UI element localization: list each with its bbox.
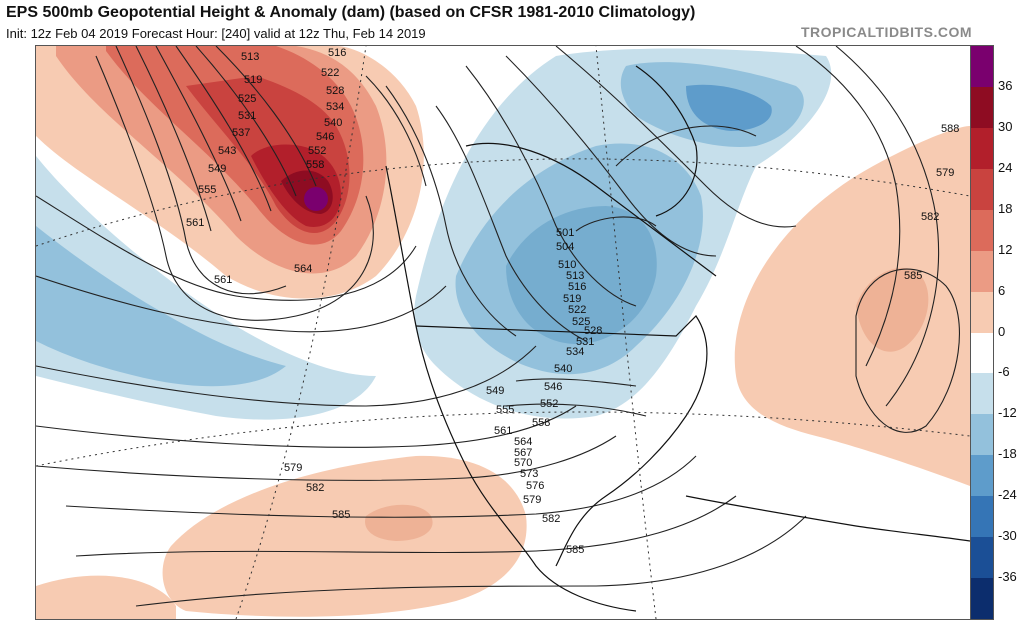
- contour-label: 573: [520, 468, 538, 480]
- positive-anomaly-subtropics: [36, 455, 527, 619]
- contour-label: 501: [556, 227, 574, 239]
- colorbar-label: 12: [998, 241, 1013, 257]
- contour-label: 552: [540, 398, 558, 410]
- map-title: EPS 500mb Geopotential Height & Anomaly …: [6, 4, 696, 21]
- contour-label: 585: [332, 509, 350, 521]
- contour-label: 555: [496, 404, 514, 416]
- coastlines: [385, 65, 970, 612]
- colorbar-segment: [971, 578, 993, 620]
- contour-label: 528: [326, 85, 344, 97]
- contour-label: 546: [316, 131, 334, 143]
- contour-label: 525: [572, 316, 590, 328]
- contour-label: 561: [494, 425, 512, 437]
- colorbar-label: 6: [998, 282, 1006, 298]
- colorbar-label: -6: [998, 364, 1010, 380]
- contour-label: 549: [208, 163, 226, 175]
- contour-label: 531: [238, 110, 256, 122]
- colorbar-segment: [971, 127, 993, 170]
- contour-label: 519: [563, 293, 581, 305]
- colorbar-label: -12: [998, 405, 1017, 421]
- colorbar-segment: [971, 86, 993, 129]
- contour-label: 582: [306, 482, 324, 494]
- colorbar: [970, 45, 994, 620]
- contour-label: 540: [324, 117, 342, 129]
- height-contours: [36, 46, 960, 607]
- latlon-graticule: [36, 46, 970, 619]
- contour-labels: 513 516 519 522 525 528 531 534 537 540 …: [186, 47, 959, 556]
- colorbar-segment: [971, 455, 993, 497]
- contour-label: 582: [542, 513, 560, 525]
- contour-label: 510: [558, 259, 576, 271]
- contour-label: 528: [584, 325, 602, 337]
- contour-label: 516: [568, 281, 586, 293]
- contour-label: 564: [294, 263, 312, 275]
- contour-label: 588: [941, 123, 959, 135]
- colorbar-segment: [971, 414, 993, 456]
- positive-anomaly-atlantic: [734, 126, 970, 486]
- colorbar-segment: [971, 332, 993, 374]
- contour-label: 570: [514, 457, 532, 469]
- contour-label: 537: [232, 127, 250, 139]
- contour-label: 531: [576, 336, 594, 348]
- contour-label: 552: [308, 145, 326, 157]
- map-panel: 513 516 519 522 525 528 531 534 537 540 …: [35, 45, 971, 620]
- contour-label: 534: [326, 101, 344, 113]
- colorbar-segment: [971, 373, 993, 415]
- colorbar-segment: [971, 291, 993, 333]
- negative-anomaly-canada: [414, 48, 832, 419]
- contour-label: 522: [568, 304, 586, 316]
- anomaly-map: 513 516 519 522 525 528 531 534 537 540 …: [36, 46, 970, 619]
- colorbar-label: 36: [998, 77, 1013, 93]
- contour-label: 555: [198, 184, 216, 196]
- colorbar-segment: [971, 496, 993, 538]
- contour-label: 582: [921, 211, 939, 223]
- contour-label: 585: [904, 270, 922, 282]
- colorbar-label: -18: [998, 446, 1017, 462]
- colorbar-label: 0: [998, 323, 1006, 339]
- contour-label: 543: [218, 145, 236, 157]
- contour-label: 564: [514, 436, 532, 448]
- contour-label: 558: [532, 417, 550, 429]
- contour-label: 549: [486, 385, 504, 397]
- contour-label: 534: [566, 346, 584, 358]
- contour-label: 540: [554, 363, 572, 375]
- contour-label: 579: [523, 494, 541, 506]
- contour-label: 585: [566, 544, 584, 556]
- colorbar-segment: [971, 209, 993, 252]
- brand-watermark: TROPICALTIDBITS.COM: [800, 24, 972, 40]
- contour-label: 504: [556, 241, 574, 253]
- contour-label: 579: [936, 167, 954, 179]
- contour-label: 513: [566, 270, 584, 282]
- contour-label: 579: [284, 462, 302, 474]
- contour-label: 561: [214, 274, 232, 286]
- contour-label: 516: [328, 47, 346, 59]
- colorbar-label: -30: [998, 528, 1017, 544]
- contour-label: 513: [241, 51, 259, 63]
- contour-label: 519: [244, 74, 262, 86]
- contour-label: 525: [238, 93, 256, 105]
- colorbar-label: 24: [998, 159, 1013, 175]
- contour-label: 561: [186, 217, 204, 229]
- contour-label: 567: [514, 447, 532, 459]
- colorbar-label: -24: [998, 487, 1017, 503]
- colorbar-segment: [971, 537, 993, 579]
- colorbar-segment: [971, 168, 993, 211]
- map-subtitle: Init: 12z Feb 04 2019 Forecast Hour: [24…: [6, 26, 426, 41]
- contour-label: 576: [526, 480, 544, 492]
- colorbar-segment: [971, 46, 993, 88]
- colorbar-label: 30: [998, 118, 1013, 134]
- contour-label: 546: [544, 381, 562, 393]
- colorbar-segment: [971, 250, 993, 293]
- negative-anomaly-pacific: [36, 156, 376, 420]
- contour-label: 558: [306, 159, 324, 171]
- contour-label: 522: [321, 67, 339, 79]
- colorbar-label: -36: [998, 569, 1017, 585]
- positive-anomaly-pacific: [36, 46, 424, 299]
- colorbar-label: 18: [998, 200, 1013, 216]
